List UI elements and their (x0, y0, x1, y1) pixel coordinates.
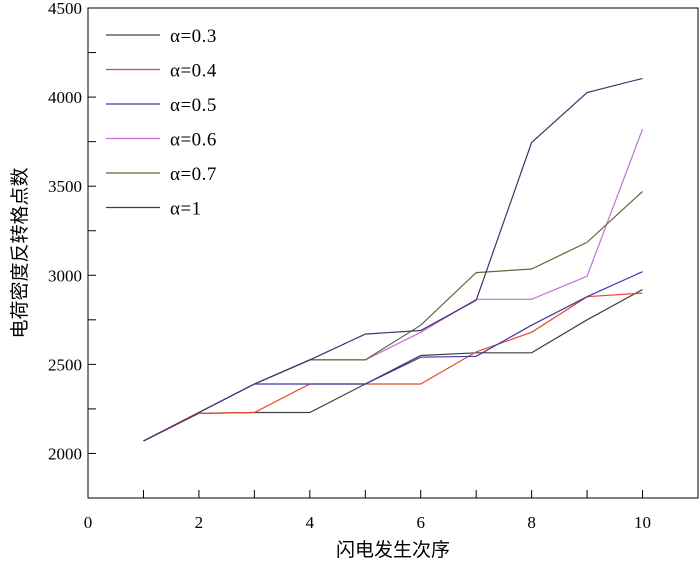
series-line-5 (143, 191, 643, 442)
y-axis-label: 电荷密度反转格点数 (9, 167, 31, 338)
x-tick-label: 0 (84, 513, 93, 532)
x-tick-label: 2 (195, 513, 204, 532)
x-tick-label: 4 (306, 513, 315, 532)
legend-label: α=0.5 (170, 95, 217, 116)
series-line-3 (143, 271, 643, 442)
series-line-6 (143, 77, 643, 442)
y-tick-label: 3000 (48, 266, 82, 285)
series-line-2 (143, 292, 643, 442)
y-axis-ticks: 2000 2500 3000 3500 4000 4500 (48, 0, 96, 463)
legend: α=0.3 α=0.4 α=0.5 α=0.6 α=0.7 α=1 (106, 26, 217, 220)
legend-label: α=0.7 (170, 164, 217, 185)
legend-label: α=1 (170, 199, 202, 220)
y-tick-label: 4000 (48, 88, 82, 107)
series-line-4 (143, 128, 644, 442)
x-axis-ticks: 0 2 4 6 8 10 (84, 490, 651, 532)
legend-label: α=0.3 (170, 26, 217, 47)
x-axis-label: 闪电发生次序 (336, 539, 450, 561)
y-tick-label: 2000 (48, 444, 82, 463)
y-tick-label: 4500 (48, 0, 82, 18)
legend-label: α=0.6 (170, 130, 217, 151)
y-tick-label: 2500 (48, 355, 82, 374)
series-lines (143, 77, 644, 442)
plot-frame (87, 7, 699, 499)
x-tick-label: 6 (416, 513, 425, 532)
legend-label: α=0.4 (170, 61, 217, 82)
x-tick-label: 10 (634, 513, 651, 532)
y-tick-label: 3500 (48, 177, 82, 196)
series-line-1 (143, 288, 643, 442)
x-tick-label: 8 (527, 513, 536, 532)
